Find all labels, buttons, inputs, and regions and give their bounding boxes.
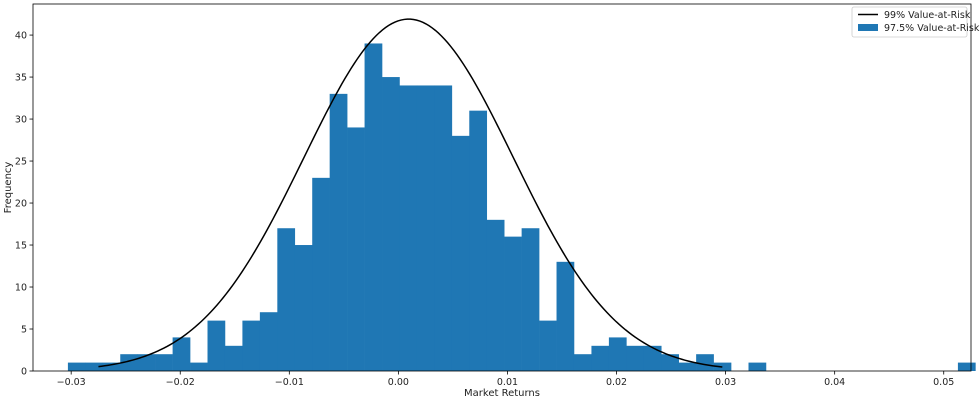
histogram-bar bbox=[242, 320, 261, 371]
x-tick-label: 0.02 bbox=[606, 377, 627, 388]
x-tick-label: −0.02 bbox=[166, 377, 195, 388]
histogram-bar bbox=[626, 345, 645, 371]
histogram-bar bbox=[556, 261, 575, 371]
histogram-bar bbox=[259, 312, 278, 371]
y-tick-label: 15 bbox=[15, 241, 27, 252]
histogram-bar bbox=[224, 345, 243, 371]
histogram-bar bbox=[172, 337, 191, 371]
histogram-bar bbox=[85, 362, 104, 371]
histogram-bar bbox=[539, 320, 557, 371]
histogram-bar bbox=[643, 345, 662, 371]
histogram-bar bbox=[364, 43, 383, 371]
y-tick-label: 25 bbox=[15, 157, 27, 168]
histogram-bar bbox=[190, 362, 208, 371]
histogram-bar bbox=[591, 345, 610, 371]
x-tick-label: −0.03 bbox=[57, 377, 86, 388]
histogram-bar bbox=[399, 85, 418, 372]
y-tick-label: 30 bbox=[15, 115, 27, 126]
histogram-bar bbox=[329, 93, 348, 372]
histogram-bar bbox=[102, 362, 121, 371]
legend-patch-swatch bbox=[858, 24, 878, 31]
axes-frame bbox=[32, 3, 972, 372]
histogram-bar bbox=[696, 354, 714, 371]
legend-entry-curve: 99% Value-at-Risk bbox=[884, 10, 971, 21]
x-tick-label: 0.00 bbox=[388, 377, 409, 388]
legend: 99% Value-at-Risk 97.5% Value-at-Risk bbox=[851, 6, 980, 38]
x-axis-ticks: −0.03 −0.02 −0.01 0.00 0.01 0.02 0.03 0.04 0.05 bbox=[57, 371, 954, 388]
histogram-bar bbox=[957, 362, 976, 371]
x-tick-label: 0.05 bbox=[933, 377, 954, 388]
histogram-bar bbox=[434, 85, 453, 372]
histogram-bar bbox=[469, 110, 488, 371]
y-tick-label: 10 bbox=[15, 283, 27, 294]
x-axis-label: Market Returns bbox=[464, 388, 540, 399]
histogram-bar bbox=[137, 354, 156, 371]
legend-entry-histogram: 97.5% Value-at-Risk bbox=[884, 23, 980, 34]
histogram-bar bbox=[608, 337, 627, 371]
x-tick-label: 0.04 bbox=[824, 377, 845, 388]
histogram-bar bbox=[713, 362, 732, 371]
histogram-bar bbox=[416, 85, 435, 372]
histogram-bar bbox=[155, 354, 173, 371]
histogram-bar bbox=[312, 177, 330, 371]
legend-box bbox=[851, 6, 968, 38]
histogram-bar bbox=[661, 354, 679, 371]
y-axis-ticks: 0 5 10 15 20 25 30 35 40 bbox=[15, 31, 33, 378]
histogram-bar bbox=[521, 228, 540, 371]
y-axis-label: Frequency bbox=[3, 162, 14, 214]
histogram-bar bbox=[67, 362, 86, 371]
x-tick-label: 0.01 bbox=[497, 377, 518, 388]
x-tick-label: 0.03 bbox=[715, 377, 736, 388]
y-tick-label: 20 bbox=[15, 199, 27, 210]
x-tick-label: −0.01 bbox=[275, 377, 304, 388]
y-tick-label: 5 bbox=[21, 325, 27, 336]
histogram-bar bbox=[573, 354, 592, 371]
y-tick-label: 35 bbox=[15, 73, 27, 84]
histogram-bar bbox=[347, 127, 365, 371]
histogram-bar bbox=[277, 228, 296, 371]
histogram-bar bbox=[678, 362, 697, 371]
histogram-bar bbox=[504, 236, 522, 371]
y-tick-label: 0 bbox=[21, 367, 27, 378]
histogram-bar bbox=[748, 362, 767, 371]
histogram-bar bbox=[382, 77, 400, 371]
histogram-bar bbox=[294, 245, 313, 371]
histogram-bar bbox=[451, 135, 470, 371]
histogram-bar bbox=[486, 219, 505, 371]
histogram-bar bbox=[120, 354, 139, 371]
normal-curve-line bbox=[98, 18, 723, 368]
y-tick-label: 40 bbox=[15, 31, 27, 42]
histogram-bar bbox=[207, 320, 226, 371]
histogram-bars bbox=[67, 43, 976, 372]
